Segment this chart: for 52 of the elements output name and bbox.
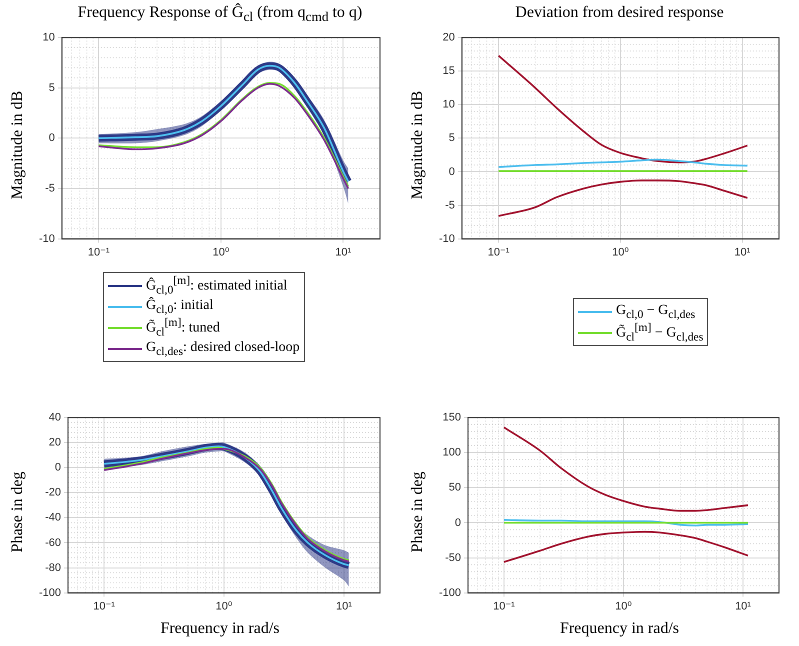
legend-label: G̃$_{cl}$$^{[m]}$ − G$_{cl,des}$ bbox=[616, 321, 704, 344]
y-tick-label: 150 bbox=[442, 412, 462, 424]
x-axis-title: Frequency in rad/s bbox=[558, 620, 680, 638]
x-tick-label: 10¹ bbox=[735, 600, 752, 612]
x-tick-label: 10⁻¹ bbox=[93, 600, 116, 612]
legend-label: Ĝ$_{cl,0}$$^{[m]}$: estimated initial bbox=[146, 274, 288, 297]
legend-label: G$_{cl,0}$ − G$_{cl,des}$ bbox=[616, 302, 696, 320]
legend-label: G$_{cl,des}$: desired closed-loop bbox=[146, 340, 300, 358]
y-tick-label: -100 bbox=[438, 586, 462, 599]
y-tick-label: 5 bbox=[48, 82, 55, 94]
legend-label: G̃$_{cl}$$^{[m]}$: tuned bbox=[146, 316, 220, 339]
y-axis-title: Magnitude in dB bbox=[9, 90, 27, 200]
y-tick-label: -100 bbox=[38, 586, 62, 599]
x-tick-label: 10⁰ bbox=[216, 600, 233, 612]
y-tick-label: 40 bbox=[48, 412, 62, 424]
x-tick-label: 10¹ bbox=[734, 246, 751, 258]
y-tick-label: 5 bbox=[448, 132, 455, 144]
x-tick-label: 10¹ bbox=[336, 600, 352, 612]
x-tick-label: 10⁻¹ bbox=[88, 246, 110, 258]
x-tick-label: 10⁻¹ bbox=[488, 246, 510, 258]
y-axis-title: Phase in deg bbox=[9, 472, 27, 552]
y-tick-label: 10 bbox=[442, 98, 455, 111]
y-tick-label: -10 bbox=[38, 232, 55, 245]
y-axis-title: Phase in deg bbox=[409, 472, 427, 552]
y-tick-label: 15 bbox=[442, 65, 455, 78]
y-tick-label: -5 bbox=[45, 182, 55, 195]
y-tick-label: -5 bbox=[445, 199, 455, 212]
x-tick-label: 10⁰ bbox=[212, 246, 230, 258]
y-tick-label: 100 bbox=[442, 446, 462, 459]
y-tick-label: 20 bbox=[442, 32, 455, 44]
x-tick-label: 10⁰ bbox=[615, 600, 632, 612]
x-tick-label: 10⁰ bbox=[612, 246, 630, 258]
x-tick-label: 10⁻¹ bbox=[493, 600, 516, 612]
y-tick-label: -50 bbox=[445, 552, 462, 564]
chart-title: Frequency Response of Ĝ$_{cl}$ (from q$_{cmd}$ to q) bbox=[76, 4, 364, 26]
y-tick-label: -10 bbox=[438, 232, 455, 245]
y-tick-label: 0 bbox=[48, 132, 55, 144]
y-tick-label: -40 bbox=[45, 512, 62, 524]
y-tick-label: -20 bbox=[45, 486, 62, 499]
y-tick-label: 0 bbox=[54, 462, 62, 474]
y-tick-label: 50 bbox=[448, 482, 462, 494]
chart-title: Deviation from desired response bbox=[514, 4, 725, 22]
y-axis-title: Magnitude in dB bbox=[409, 90, 427, 200]
y-tick-label: 0 bbox=[454, 516, 462, 529]
x-tick-label: 10¹ bbox=[335, 246, 352, 258]
legend-label: Ĝ$_{cl,0}$: initial bbox=[146, 298, 214, 316]
y-tick-label: -60 bbox=[45, 536, 62, 549]
y-tick-label: 0 bbox=[448, 166, 455, 178]
x-axis-title: Frequency in rad/s bbox=[159, 620, 281, 638]
y-tick-label: -80 bbox=[45, 562, 62, 574]
y-tick-label: 10 bbox=[42, 32, 55, 44]
y-tick-label: 20 bbox=[48, 436, 62, 449]
